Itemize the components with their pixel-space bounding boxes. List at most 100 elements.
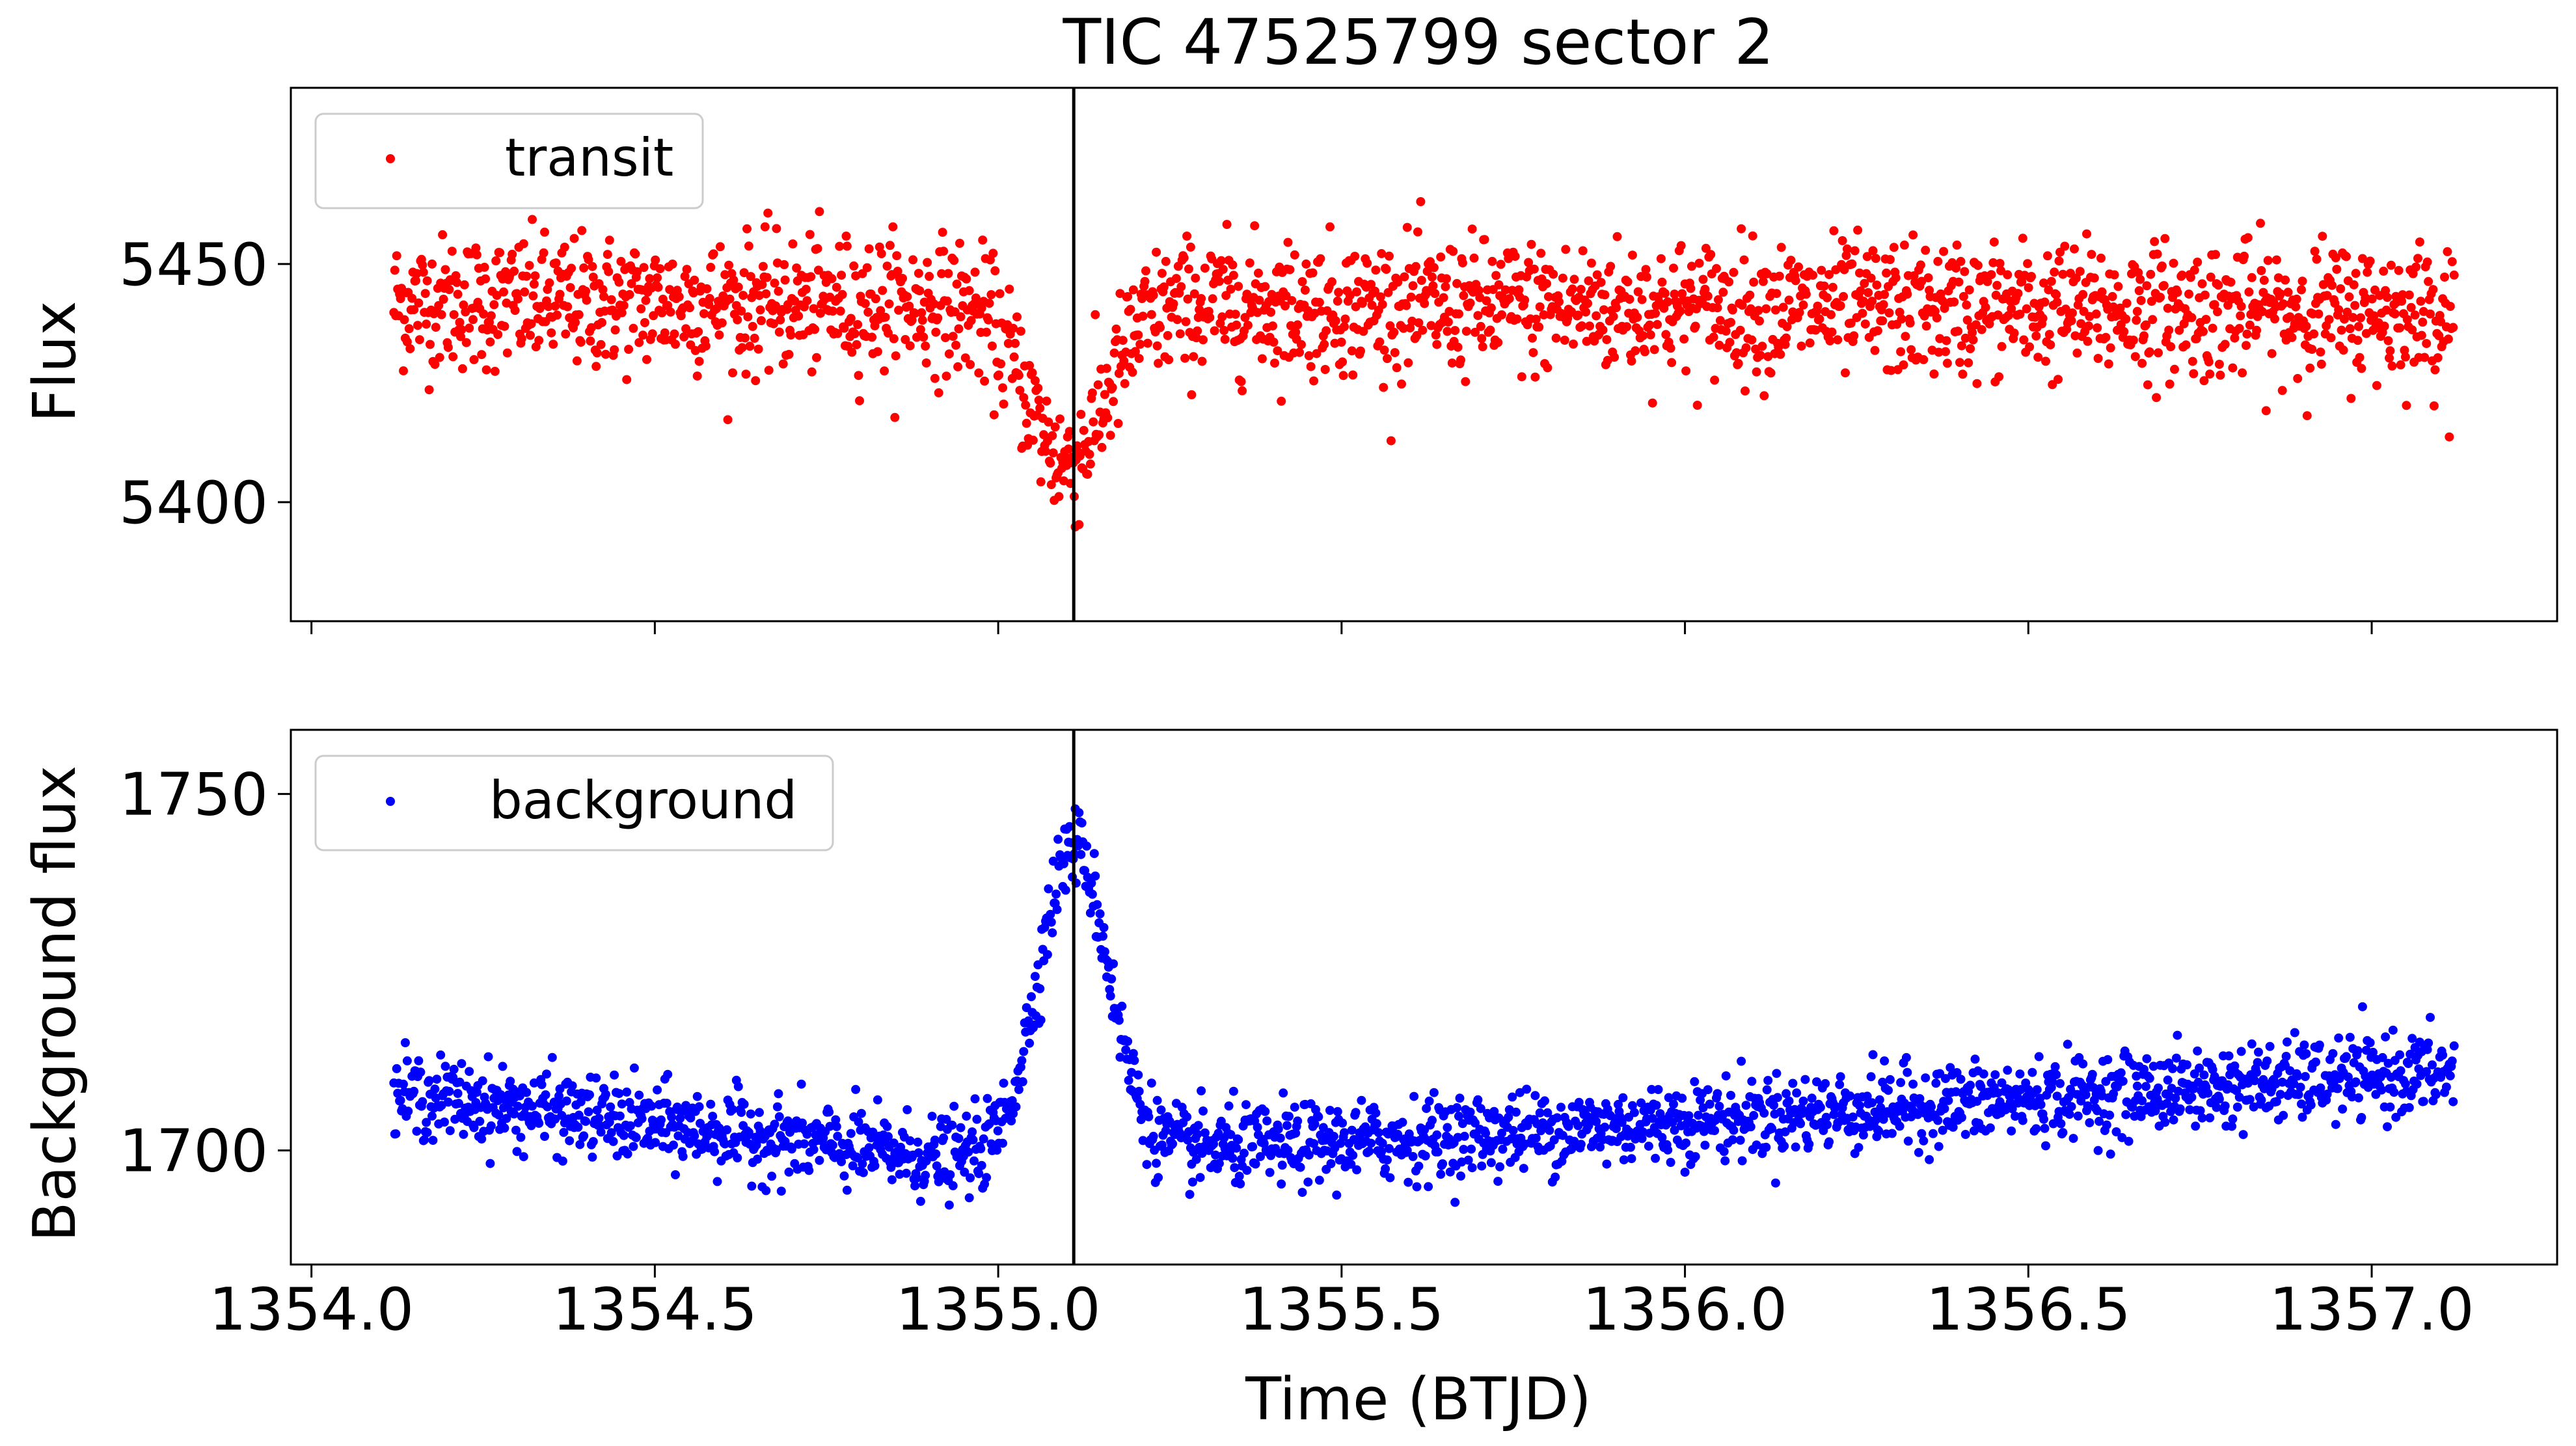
background-data-point (1848, 1112, 1858, 1122)
background-data-point (1556, 1103, 1566, 1112)
background-data-point (1823, 1120, 1832, 1130)
flux-data-point (1180, 353, 1190, 363)
background-data-point (1403, 1177, 1413, 1187)
background-data-point (787, 1144, 796, 1154)
flux-data-point (1230, 310, 1240, 319)
flux-data-point (1676, 241, 1686, 250)
flux-data-point (898, 274, 907, 283)
background-data-point (392, 1064, 401, 1073)
background-data-point (1074, 808, 1084, 818)
background-data-point (1433, 1147, 1443, 1157)
flux-data-point (418, 267, 428, 277)
flux-data-point (685, 303, 694, 313)
background-data-point (1465, 1107, 1475, 1117)
flux-data-point (714, 330, 724, 340)
flux-data-point (1379, 382, 1389, 392)
flux-data-point (813, 265, 823, 275)
background-data-point (1329, 1132, 1338, 1141)
background-data-point (1185, 1190, 1195, 1199)
background-data-point (1925, 1155, 1934, 1164)
background-data-point (1053, 835, 1063, 844)
flux-data-point (1414, 318, 1424, 328)
flux-data-point (984, 315, 993, 325)
background-data-point (1815, 1103, 1825, 1112)
flux-data-point (1130, 347, 1140, 356)
flux-data-point (1569, 340, 1578, 349)
flux-data-point (653, 273, 662, 283)
flux-data-point (1715, 315, 1725, 325)
flux-data-point (1813, 301, 1823, 311)
background-data-point (910, 1181, 920, 1191)
background-data-point (2067, 1102, 2076, 1112)
flux-data-point (1641, 265, 1651, 274)
background-data-point (1121, 1045, 1131, 1055)
background-data-point (2124, 1136, 2134, 1146)
flux-data-point (2152, 393, 2162, 403)
flux-data-point (938, 228, 947, 237)
flux-data-point (636, 304, 646, 314)
background-data-point (2210, 1071, 2219, 1081)
flux-data-point (1461, 377, 1471, 386)
background-data-point (2145, 1073, 2154, 1083)
background-data-point (2197, 1113, 2207, 1123)
background-data-point (1123, 1036, 1133, 1046)
background-data-point (1168, 1139, 1178, 1149)
flux-data-point (1679, 334, 1689, 344)
background-data-point (930, 1135, 940, 1145)
flux-data-point (1171, 274, 1181, 284)
background-data-point (1357, 1095, 1366, 1105)
flux-data-point (1003, 339, 1013, 348)
flux-data-point (841, 232, 851, 241)
flux-data-point (1957, 341, 1966, 351)
background-data-point (576, 1097, 586, 1106)
flux-data-point (2293, 373, 2303, 383)
background-data-point (839, 1171, 849, 1181)
flux-data-point (448, 352, 458, 362)
flux-data-point (1123, 292, 1133, 301)
flux-data-point (2424, 276, 2434, 286)
background-data-point (2191, 1121, 2201, 1131)
flux-data-point (1220, 334, 1230, 344)
background-data-point (954, 1134, 964, 1144)
flux-data-point (1997, 341, 2007, 351)
background-data-point (1763, 1076, 1773, 1085)
background-data-point (2205, 1113, 2215, 1123)
background-data-point (2189, 1084, 2199, 1093)
background-data-point (440, 1118, 449, 1127)
flux-data-point (539, 248, 549, 258)
flux-data-point (805, 230, 815, 239)
flux-data-point (1266, 308, 1276, 317)
flux-data-point (1111, 324, 1121, 334)
background-data-point (427, 1111, 437, 1121)
flux-data-point (1048, 448, 1058, 458)
background-data-point (2254, 1047, 2263, 1057)
flux-data-point (1064, 427, 1074, 436)
flux-data-point (908, 255, 918, 265)
background-data-point (2431, 1090, 2441, 1099)
background-data-point (542, 1069, 551, 1079)
flux-data-point (2220, 340, 2230, 349)
background-data-point (858, 1159, 867, 1169)
flux-data-point (1076, 410, 1086, 419)
flux-data-point (2007, 304, 2016, 314)
flux-data-point (1089, 417, 1098, 427)
flux-data-point (1514, 285, 1524, 295)
background-data-point (579, 1131, 589, 1141)
flux-data-point (702, 284, 712, 293)
flux-data-point (2363, 267, 2372, 277)
flux-data-point (2025, 342, 2035, 352)
background-data-point (761, 1186, 771, 1196)
background-data-point (529, 1078, 539, 1088)
background-data-point (1821, 1112, 1831, 1122)
background-data-point (653, 1085, 662, 1095)
flux-data-point (1860, 319, 1870, 329)
flux-data-point (1478, 342, 1487, 352)
background-data-point (2056, 1119, 2066, 1129)
background-data-point (1326, 1159, 1336, 1168)
flux-data-point (1297, 340, 1306, 349)
background-data-point (1142, 1160, 1152, 1170)
flux-data-point (837, 271, 847, 280)
background-data-point (2003, 1065, 2013, 1075)
flux-data-point (1713, 303, 1722, 313)
flux-data-point (1135, 340, 1145, 349)
